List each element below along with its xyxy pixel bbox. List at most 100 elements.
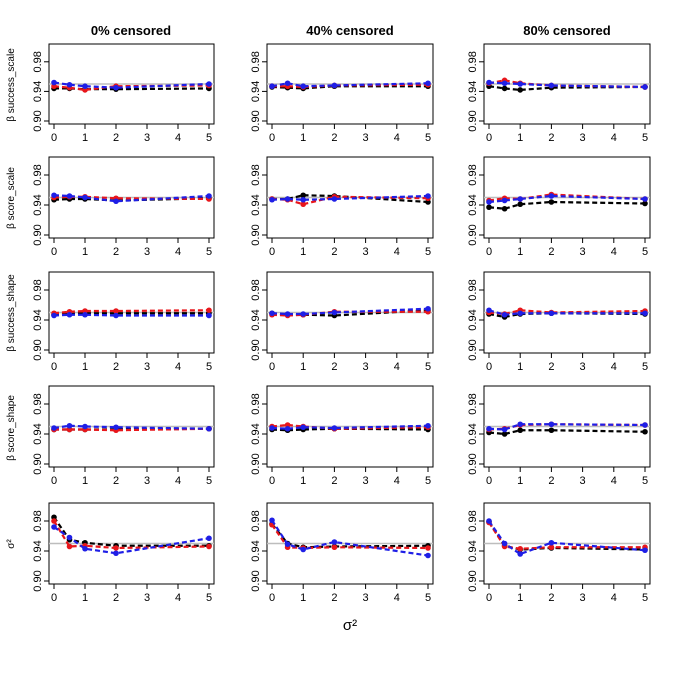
panel-r0-c0-x-tick-label-5: 5 xyxy=(206,132,212,144)
panel-r4-c0-x-tick-label-0: 0 xyxy=(51,592,57,604)
panel-r4-c0-red-point-4 xyxy=(206,543,212,550)
panel-r3-c2-x-tick-label-5: 5 xyxy=(642,475,648,487)
panel-r0-c2-x-tick-label-1: 1 xyxy=(517,132,523,144)
panel-r0-c0-black-line xyxy=(54,87,210,91)
panel-r0-c0-blue-point-0 xyxy=(51,79,57,86)
panel-r0-c2-x-tick-label-5: 5 xyxy=(642,132,648,144)
panel-r3-c1-blue-point-0 xyxy=(269,425,275,431)
panel-r0-c1-blue-point-4 xyxy=(425,80,431,87)
panel-r4-c0-red-point-1 xyxy=(66,543,73,550)
panel-r1-c2-blue-point-4 xyxy=(642,196,648,202)
panel-r2-c0-y-tick-label-0.90: 0.90 xyxy=(32,339,44,360)
panel-r0-c2-black-point-1 xyxy=(501,85,508,92)
panel-r1-c1-y-tick-label-0.98: 0.98 xyxy=(250,164,262,185)
panel-r3-c1-x-tick-label-5: 5 xyxy=(425,475,431,487)
panel-r4-c0-x-tick-label-1: 1 xyxy=(82,592,88,604)
panel-r4-c0-blue-point-2 xyxy=(82,545,88,552)
panel-r3-c1-x-tick-label-4: 4 xyxy=(394,475,400,487)
panel-r2-c0-blue-point-3 xyxy=(113,312,119,319)
panel-r1-c1-blue-point-2 xyxy=(300,196,307,203)
panel-r2-c0-x-tick-label-1: 1 xyxy=(82,361,88,373)
panel-r1-c0-blue-line xyxy=(53,194,210,203)
panel-r0-c1-black-line xyxy=(271,85,428,90)
panel-r3-c0-x-tick-label-3: 3 xyxy=(144,475,150,487)
panel-r3-c2-x-tick-label-3: 3 xyxy=(580,475,586,487)
panel-r3-c1-x-tick-label-2: 2 xyxy=(331,475,337,487)
panel-r3-c0-blue-point-0 xyxy=(51,425,57,431)
column-title-0: 0% censored xyxy=(91,23,171,38)
panel-r0-c2-y-tick-label-0.90: 0.90 xyxy=(467,110,479,131)
panel-r4-c1-x-tick-label-1: 1 xyxy=(300,592,306,604)
panel-r4-c1-x-tick-label-4: 4 xyxy=(394,592,400,604)
panel-r4-c0-y-tick-label-0.98: 0.98 xyxy=(32,510,44,531)
panel-r3-c0-x-tick-label-4: 4 xyxy=(175,475,181,487)
panel-r4-c1-y-tick-label-0.94: 0.94 xyxy=(250,540,262,561)
panel-r2-c0-red-line xyxy=(53,309,210,315)
panel-r3-c2-blue-point-3 xyxy=(548,421,555,428)
panel-r3-c1-y-tick-label-0.98: 0.98 xyxy=(250,393,262,414)
panel-r1-c2-x-tick-label-2: 2 xyxy=(548,246,554,258)
panel-r1-c1-black-point-2 xyxy=(300,192,307,199)
panel-r2-c0-x-tick-label-2: 2 xyxy=(113,361,119,373)
panel-r2-c2-blue-point-4 xyxy=(642,310,648,317)
panel-r1-c0-x-tick-label-3: 3 xyxy=(144,246,150,258)
panel-r1-c1-x-tick-label-2: 2 xyxy=(331,246,337,258)
panel-r1-c0-red-line xyxy=(53,195,210,201)
panel-r3-c1-x-tick-label-0: 0 xyxy=(269,475,275,487)
panel-r2-c1-y-tick-label-0.90: 0.90 xyxy=(250,339,262,360)
panel-r0-c1-blue-line xyxy=(271,82,429,88)
panel-r4-c2-blue-point-2 xyxy=(517,551,523,557)
panel-r3-c2-blue-point-2 xyxy=(517,421,523,428)
panel-r3-c0: 0 1 2 3 4 5 0.90 0.94 0.98 xyxy=(32,385,215,487)
panel-r4-c2-x-tick-label-4: 4 xyxy=(611,592,617,604)
panel-r1-c0-x-tick-label-5: 5 xyxy=(206,246,212,258)
panel-r1-c0-y-tick-label-0.94: 0.94 xyxy=(32,194,44,215)
panel-r0-c0-red-line xyxy=(53,84,210,92)
panel-r0-c0-x-tick-label-2: 2 xyxy=(113,132,119,144)
panel-r0-c2-y-tick-label-0.94: 0.94 xyxy=(467,81,479,102)
panel-r3-c2-blue-point-0 xyxy=(486,425,492,432)
panel-r2-c1-y-tick-label-0.94: 0.94 xyxy=(250,309,262,330)
panel-r1-c2-black-point-3 xyxy=(548,199,555,205)
panel-r3-c1-x-tick-label-1: 1 xyxy=(300,475,306,487)
panel-r3-c2: 0 1 2 3 4 5 0.90 0.94 0.98 xyxy=(467,385,651,487)
panel-r0-c2-blue-point-3 xyxy=(548,82,555,89)
panel-r2-c2-y-tick-label-0.98: 0.98 xyxy=(467,279,479,300)
panel-r0-c2-black-line xyxy=(488,85,646,92)
panel-r4-c1-blue-point-0 xyxy=(269,517,275,524)
panel-r1-c2-y-tick-label-0.98: 0.98 xyxy=(467,164,479,185)
panel-r1-c1-y-tick-label-0.94: 0.94 xyxy=(250,194,262,215)
panel-r2-c2-x-tick-label-5: 5 xyxy=(642,361,648,373)
panel-r0-c1-y-tick-label-0.98: 0.98 xyxy=(250,51,262,72)
panel-r0-c2-blue-point-0 xyxy=(486,79,492,86)
panel-r3-c2-black-point-2 xyxy=(517,427,523,434)
panel-r0-c2-red-line xyxy=(488,79,646,89)
panel-r2-c1-x-tick-label-0: 0 xyxy=(269,361,275,373)
panel-r4-c2-blue-point-1 xyxy=(501,540,508,547)
panel-r3-c0-y-tick-label-0.98: 0.98 xyxy=(32,393,44,414)
panel-r2-c0-x-tick-label-4: 4 xyxy=(175,361,181,373)
panel-r2-c1-blue-point-3 xyxy=(331,309,338,316)
panel-r1-c2-y-tick-label-0.90: 0.90 xyxy=(467,224,479,245)
panel-r1-c0-blue-point-2 xyxy=(82,194,88,201)
panel-r3-c1-red-line xyxy=(271,423,429,430)
panel-r0-c2-blue-point-2 xyxy=(517,81,523,87)
panel-r4-c2-y-tick-label-0.90: 0.90 xyxy=(467,570,479,591)
panel-r1-c2-blue-point-0 xyxy=(486,199,492,205)
row-label-3: β score_shape xyxy=(6,395,17,461)
panel-r2-c0-blue-point-4 xyxy=(206,312,212,319)
panel-r1-c2-black-point-0 xyxy=(486,204,492,211)
panel-r0-c1-x-tick-label-5: 5 xyxy=(425,132,431,144)
panel-r4-c1-red-point-4 xyxy=(425,545,431,551)
panel-r2-c1-x-tick-label-1: 1 xyxy=(300,361,306,373)
panel-r4-c0-blue-point-1 xyxy=(66,534,73,541)
panel-r4-c1-x-tick-label-5: 5 xyxy=(425,592,431,604)
panel-r2-c2-y-tick-label-0.94: 0.94 xyxy=(467,309,479,330)
panel-r0-c0-y-tick-label-0.90: 0.90 xyxy=(32,110,44,131)
panel-r2-c1-y-tick-label-0.98: 0.98 xyxy=(250,279,262,300)
panel-r3-c1-blue-point-3 xyxy=(331,425,338,431)
panel-r0-c1-blue-point-0 xyxy=(269,83,275,90)
panel-r4-c2-blue-line xyxy=(488,520,646,556)
panel-r3-c0-blue-point-4 xyxy=(206,425,212,432)
panel-r4-c2-x-tick-label-0: 0 xyxy=(486,592,492,604)
